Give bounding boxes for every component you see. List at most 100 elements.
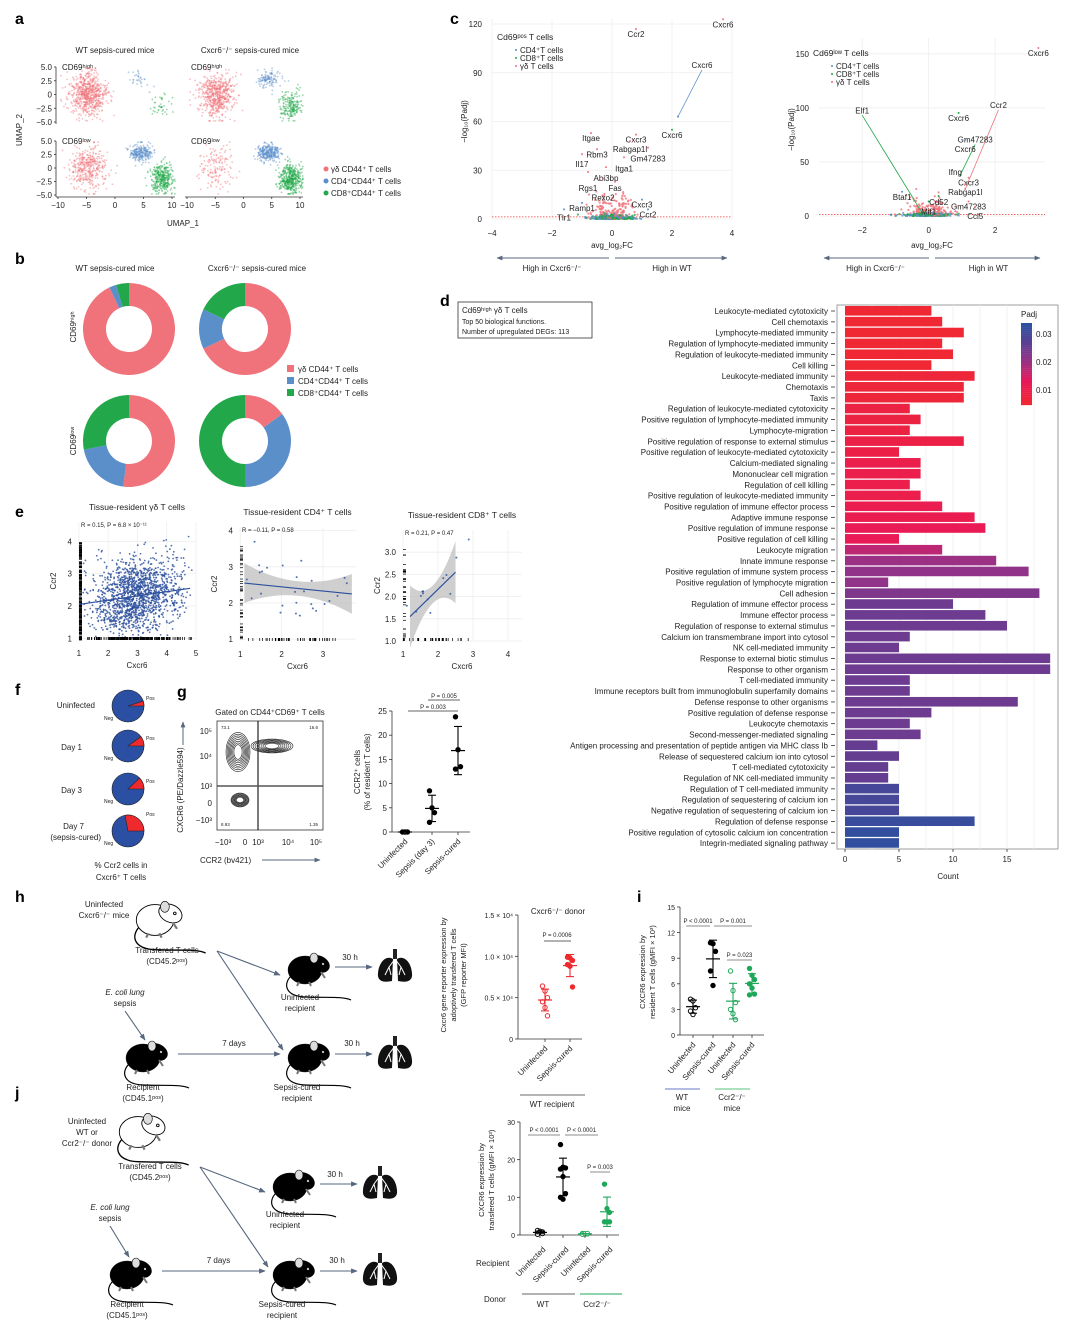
umap-point bbox=[197, 96, 200, 99]
umap-point bbox=[214, 179, 217, 182]
umap-point bbox=[196, 84, 198, 87]
gene-label: Cxcr6 bbox=[692, 61, 713, 70]
umap-point bbox=[96, 144, 99, 147]
umap-point bbox=[84, 119, 87, 122]
umap-point bbox=[227, 98, 230, 101]
umap-point bbox=[292, 115, 294, 118]
umap-point bbox=[213, 175, 216, 178]
volcano-point bbox=[611, 209, 615, 212]
umap-point bbox=[76, 102, 79, 105]
umap-point bbox=[149, 107, 152, 110]
umap-point bbox=[227, 190, 229, 193]
umap-point bbox=[92, 169, 94, 172]
umap-point bbox=[277, 101, 280, 104]
umap-point bbox=[94, 103, 97, 106]
umap-point bbox=[87, 75, 90, 78]
umap-point bbox=[225, 163, 228, 166]
umap-point bbox=[81, 90, 84, 93]
bar-category-label: Negative regulation of sequestering of c… bbox=[651, 807, 828, 816]
umap-point bbox=[154, 169, 157, 172]
umap-point bbox=[210, 115, 213, 118]
umap-point bbox=[205, 107, 208, 110]
umap-point bbox=[134, 157, 137, 160]
umap-point bbox=[89, 92, 92, 95]
umap-point bbox=[293, 169, 296, 172]
umap-point bbox=[291, 175, 294, 177]
umap-point bbox=[82, 111, 85, 114]
umap-point bbox=[268, 152, 270, 155]
umap-point bbox=[203, 84, 206, 87]
umap-point bbox=[78, 87, 81, 90]
umap-point bbox=[149, 142, 152, 145]
umap-point bbox=[208, 87, 211, 90]
umap-point bbox=[219, 90, 222, 93]
umap-point bbox=[91, 179, 93, 182]
volcano-point bbox=[597, 217, 600, 220]
umap-point bbox=[93, 141, 95, 144]
gene-point bbox=[581, 153, 583, 156]
umap-point bbox=[213, 79, 216, 81]
umap-point bbox=[85, 165, 88, 168]
umap-point bbox=[102, 94, 105, 96]
umap-point bbox=[171, 182, 174, 184]
umap-point bbox=[84, 95, 86, 98]
umap-point bbox=[100, 157, 103, 160]
umap-point bbox=[221, 95, 224, 98]
umap-point bbox=[84, 96, 87, 99]
umap-point bbox=[84, 83, 87, 85]
umap-point bbox=[163, 163, 166, 166]
colorbar-segment bbox=[1021, 331, 1032, 334]
umap-point bbox=[96, 155, 99, 158]
umap-point bbox=[74, 104, 77, 107]
umap-point bbox=[209, 168, 212, 171]
umap-point bbox=[167, 175, 169, 178]
umap-point bbox=[76, 105, 78, 107]
umap-point bbox=[128, 156, 131, 159]
umap-point bbox=[290, 167, 293, 169]
umap-point bbox=[82, 153, 84, 156]
umap-point bbox=[88, 83, 91, 85]
bar bbox=[845, 696, 1018, 707]
umap-point bbox=[139, 141, 142, 144]
umap-point bbox=[87, 154, 90, 157]
umap-point bbox=[165, 113, 168, 116]
umap-point bbox=[77, 102, 80, 105]
umap-point bbox=[88, 113, 91, 116]
umap-point bbox=[81, 84, 84, 86]
volcano-point bbox=[623, 217, 626, 220]
umap-point bbox=[92, 152, 95, 155]
umap-point bbox=[262, 144, 265, 147]
gene-label: Rexo2 bbox=[591, 194, 615, 203]
umap-point bbox=[86, 162, 89, 165]
y-tick-label: 2.5 bbox=[41, 151, 53, 160]
umap-point bbox=[265, 71, 268, 74]
y-tick-label: 5.0 bbox=[41, 63, 53, 72]
bar bbox=[845, 425, 910, 436]
umap-point bbox=[85, 90, 88, 92]
umap-point bbox=[106, 86, 108, 89]
umap-point bbox=[77, 172, 79, 175]
gene-point bbox=[629, 140, 631, 143]
bar-category-label: Leukocyte migration bbox=[756, 546, 828, 555]
legend-marker bbox=[831, 65, 833, 67]
umap-point bbox=[84, 85, 87, 88]
gene-label: Cxcr3 bbox=[626, 136, 647, 145]
umap-point bbox=[88, 87, 90, 90]
umap-point bbox=[90, 99, 92, 101]
umap-point bbox=[90, 106, 93, 109]
umap-point bbox=[145, 184, 148, 187]
umap-point bbox=[208, 79, 211, 82]
bar-category-label: Regulation of defense response bbox=[715, 817, 829, 826]
umap-point bbox=[84, 85, 86, 88]
umap-point bbox=[86, 103, 89, 106]
umap-point bbox=[156, 178, 159, 181]
umap-point bbox=[212, 99, 215, 102]
panel-label-f: f bbox=[15, 682, 21, 699]
umap-point bbox=[276, 164, 279, 167]
umap-point bbox=[231, 106, 234, 109]
umap-point bbox=[105, 88, 108, 91]
umap-point bbox=[137, 148, 140, 151]
bar bbox=[845, 642, 899, 653]
volcano-y-label: −log₁₀(Padj) bbox=[787, 108, 796, 151]
umap-point bbox=[93, 105, 95, 108]
